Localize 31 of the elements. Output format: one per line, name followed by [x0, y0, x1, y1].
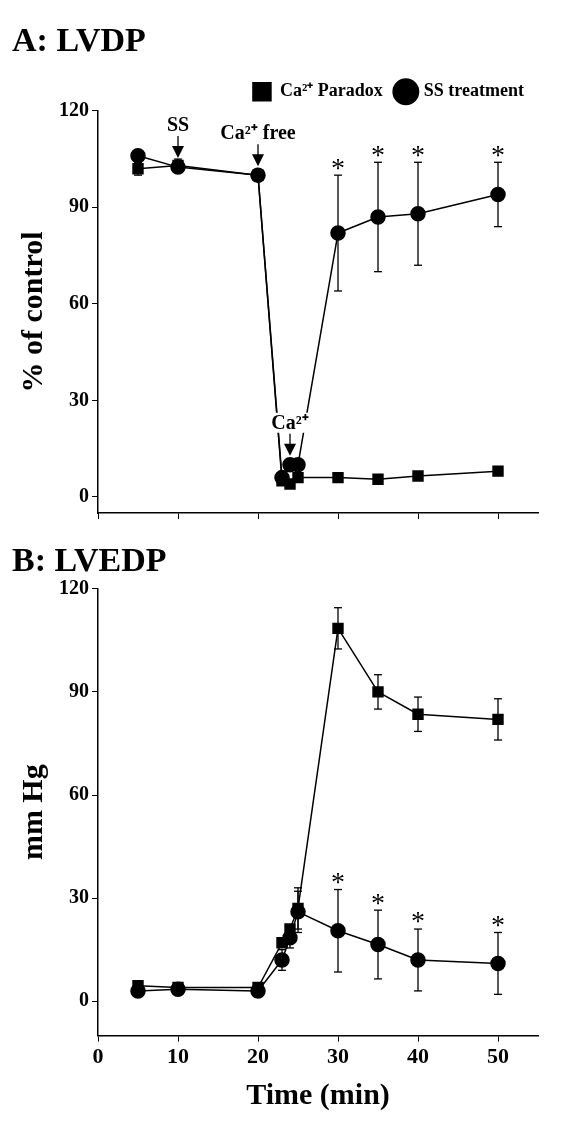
x-tick-label: 10 — [167, 1043, 189, 1069]
annotation: * — [371, 138, 385, 170]
annotation: SS — [166, 113, 190, 136]
y-axis-title: mm Hg — [14, 764, 48, 861]
annotation: * — [331, 151, 345, 183]
x-axis-title: Time (min) — [246, 1076, 390, 1111]
x-tick-label: 20 — [247, 1043, 269, 1069]
annotation: Ca²⁺ — [271, 410, 309, 433]
x-tick-label: 30 — [327, 1043, 349, 1069]
annotation: * — [411, 905, 425, 937]
y-tick-label: 0 — [79, 988, 89, 1011]
y-tick-label: 0 — [79, 484, 89, 507]
annotation: * — [491, 908, 505, 940]
annotation: * — [371, 886, 385, 918]
y-tick-label: 30 — [69, 387, 89, 410]
x-tick-label: 40 — [407, 1043, 429, 1069]
legend-label: Ca²⁺ Paradox — [279, 80, 383, 101]
y-tick-label: 90 — [69, 679, 89, 702]
y-tick-label: 60 — [69, 782, 89, 805]
y-tick-label: 90 — [69, 194, 89, 217]
annotation: * — [331, 865, 345, 897]
y-tick-label: 60 — [69, 291, 89, 314]
annotation: * — [411, 138, 425, 170]
x-tick-label: 50 — [487, 1043, 509, 1069]
y-tick-label: 120 — [59, 97, 89, 120]
y-axis-title: % of control — [14, 231, 48, 393]
annotation: Ca²⁺ free — [220, 121, 296, 144]
annotation: * — [491, 138, 505, 170]
chart-title: A: LVDP — [12, 21, 146, 59]
legend-label: SS treatment — [423, 80, 525, 101]
y-tick-label: 30 — [69, 885, 89, 908]
